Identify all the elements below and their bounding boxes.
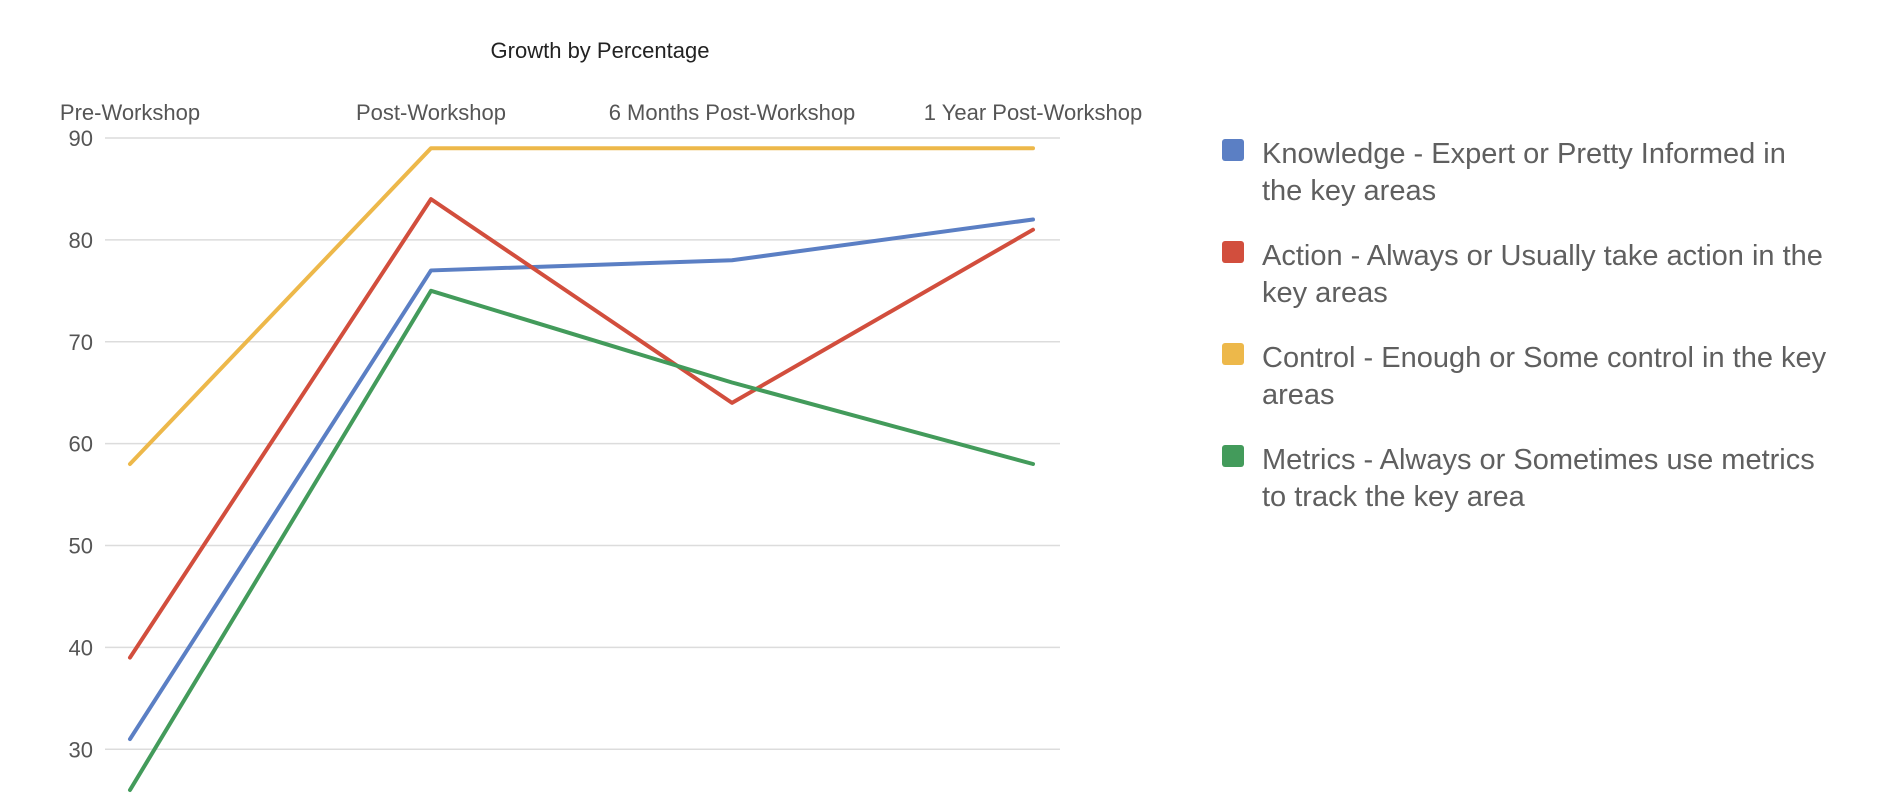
legend-label: Metrics - Always or Sometimes use metric… (1262, 444, 1815, 513)
series-line-4 (128, 288, 1035, 792)
chart-title: Growth by Percentage (491, 38, 710, 63)
legend-item: Control - Enough or Some control in the … (1222, 340, 1832, 414)
legend-swatch (1222, 343, 1244, 365)
y-tick-label: 80 (69, 228, 93, 253)
y-tick-label: 40 (69, 635, 93, 660)
series-line-1 (128, 217, 1035, 742)
y-tick-label: 90 (69, 126, 93, 151)
x-category-label: Pre-Workshop (60, 100, 200, 125)
series-lines (128, 146, 1035, 792)
x-category-label: Post-Workshop (356, 100, 506, 125)
gridlines (105, 137, 1060, 750)
legend-swatch (1222, 241, 1244, 263)
legend-label: Action - Always or Usually take action i… (1262, 240, 1823, 309)
y-axis-tick-labels: 30 40 50 60 70 80 90 (69, 126, 93, 762)
legend-item: Metrics - Always or Sometimes use metric… (1222, 442, 1832, 516)
legend-label: Knowledge - Expert or Pretty Informed in… (1262, 138, 1786, 207)
legend-item: Knowledge - Expert or Pretty Informed in… (1222, 136, 1832, 210)
y-tick-label: 70 (69, 330, 93, 355)
legend-swatch (1222, 445, 1244, 467)
x-category-label: 1 Year Post-Workshop (924, 100, 1143, 125)
y-tick-label: 30 (69, 737, 93, 762)
x-category-label: 6 Months Post-Workshop (609, 100, 856, 125)
legend-item: Action - Always or Usually take action i… (1222, 238, 1832, 312)
x-axis-category-labels: Pre-Workshop Post-Workshop 6 Months Post-W… (60, 100, 1142, 125)
legend-swatch (1222, 139, 1244, 161)
line-chart: Growth by Percentage 30 40 50 60 70 80 90 Pre-… (60, 38, 1142, 792)
series-line-3 (128, 146, 1035, 466)
y-tick-label: 60 (69, 432, 93, 457)
legend: Knowledge - Expert or Pretty Informed in… (1222, 136, 1832, 544)
legend-label: Control - Enough or Some control in the … (1262, 342, 1827, 411)
y-tick-label: 50 (69, 534, 93, 559)
series-line-2 (128, 197, 1035, 660)
